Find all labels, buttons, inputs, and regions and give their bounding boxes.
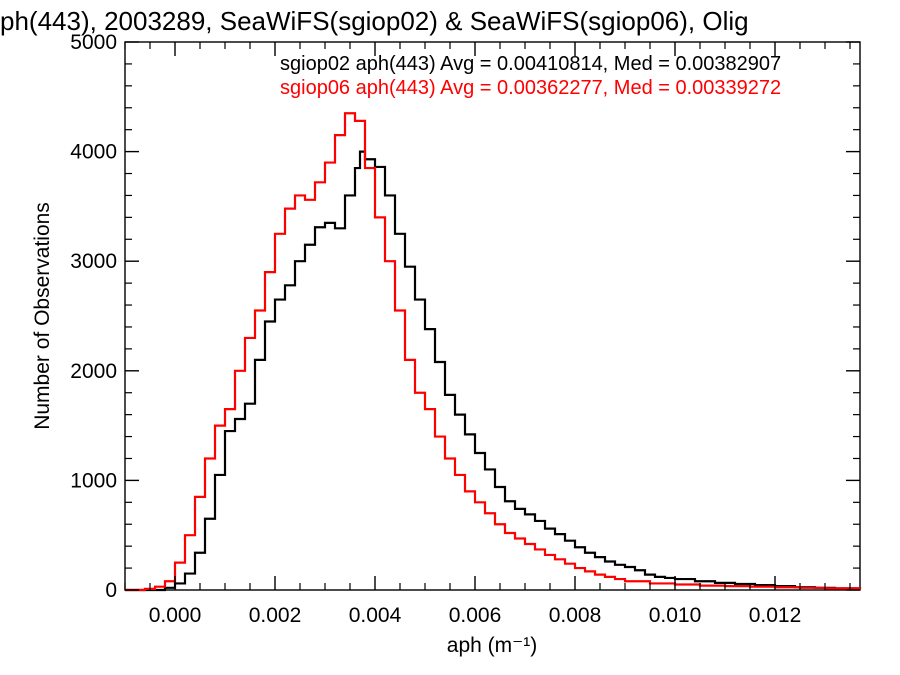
- x-tick-label: 0.012: [749, 604, 802, 627]
- x-tick-label: 0.000: [149, 604, 202, 627]
- legend-entry-sgiop06: sgiop06 aph(443) Avg = 0.00362277, Med =…: [280, 77, 781, 99]
- y-tick-label: 2000: [70, 360, 117, 383]
- y-axis: 0 1000 2000 3000 4000 5000: [70, 31, 860, 602]
- x-tick-label: 0.008: [549, 604, 602, 627]
- y-tick-label: 5000: [70, 31, 117, 54]
- x-tick-label: 0.006: [449, 604, 502, 627]
- series-layer: [125, 112, 862, 592]
- plot-area: 0.000 0.002 0.004 0.006 0.008 0.010 0.012 0 100…: [70, 31, 862, 627]
- series-line-sgiop06: [125, 112, 862, 592]
- y-axis-label: Number of Observations: [31, 202, 54, 430]
- plot-frame: [124, 41, 861, 591]
- y-tick-label: 4000: [70, 141, 117, 164]
- x-tick-label: 0.002: [249, 604, 302, 627]
- legend: sgiop02 aph(443) Avg = 0.00410814, Med =…: [280, 53, 781, 99]
- series-line-sgiop02: [125, 150, 862, 592]
- x-tick-label: 0.010: [649, 604, 702, 627]
- x-axis: 0.000 0.002 0.004 0.006 0.008 0.010 0.012: [124, 42, 851, 627]
- y-tick-label: 3000: [70, 250, 117, 273]
- y-tick-label: 0: [105, 579, 117, 602]
- legend-entry-sgiop02: sgiop02 aph(443) Avg = 0.00410814, Med =…: [280, 53, 781, 75]
- chart-title: ph(443), 2003289, SeaWiFS(sgiop02) & Sea…: [0, 6, 749, 36]
- x-tick-label: 0.004: [349, 604, 402, 627]
- x-axis-label: aph (m⁻¹): [447, 634, 537, 657]
- y-tick-label: 1000: [70, 469, 117, 492]
